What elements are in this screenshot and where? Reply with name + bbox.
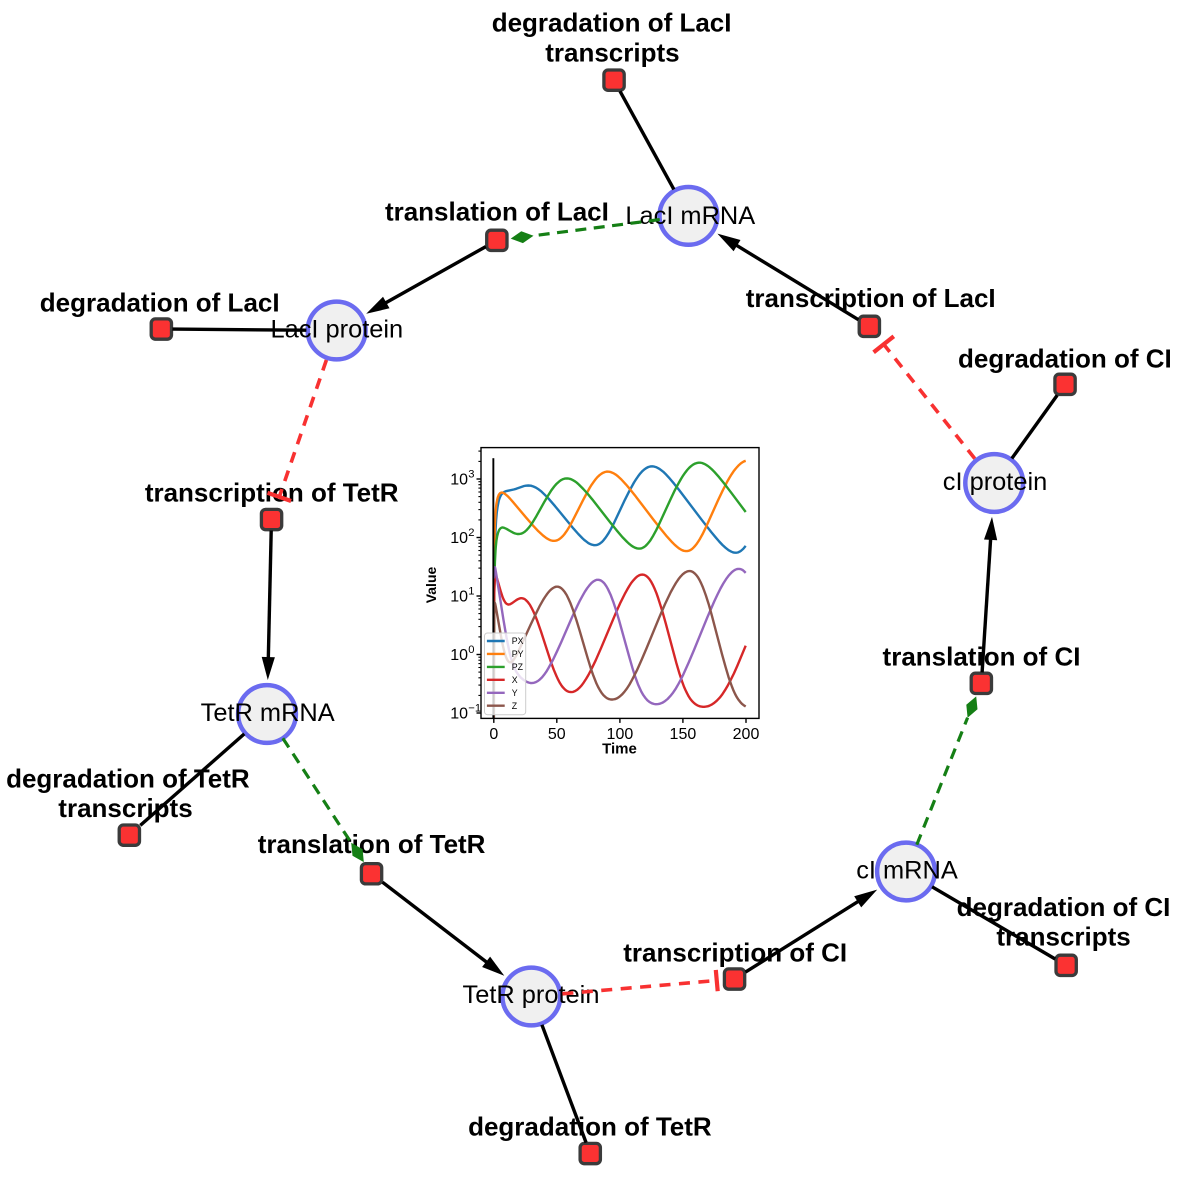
- svg-text:degradation of LacI: degradation of LacI: [40, 287, 280, 317]
- svg-text:PZ: PZ: [512, 662, 524, 672]
- svg-text:degradation of TetR: degradation of TetR: [6, 763, 250, 793]
- svg-text:transcription of CI: transcription of CI: [623, 938, 847, 968]
- svg-text:50: 50: [548, 726, 566, 743]
- svg-text:TetR mRNA: TetR mRNA: [201, 699, 335, 727]
- svg-text:degradation of TetR: degradation of TetR: [468, 1111, 712, 1141]
- svg-text:100: 100: [607, 726, 634, 743]
- svg-text:1: 1: [468, 586, 474, 598]
- svg-text:0: 0: [489, 726, 498, 743]
- svg-text:10: 10: [450, 589, 468, 606]
- svg-text:translation of TetR: translation of TetR: [258, 829, 486, 859]
- svg-text:2: 2: [468, 527, 474, 539]
- svg-text:0: 0: [468, 644, 474, 656]
- svg-text:cI protein: cI protein: [943, 468, 1047, 496]
- svg-text:PX: PX: [512, 636, 524, 646]
- svg-text:−1: −1: [468, 703, 481, 715]
- svg-text:10: 10: [450, 472, 468, 489]
- svg-text:transcription of LacI: transcription of LacI: [746, 283, 996, 313]
- svg-text:10: 10: [450, 530, 468, 547]
- svg-text:3: 3: [468, 469, 474, 481]
- svg-text:150: 150: [670, 726, 697, 743]
- svg-text:degradation of CI: degradation of CI: [957, 892, 1171, 922]
- svg-text:degradation of LacI: degradation of LacI: [492, 7, 732, 37]
- svg-text:Time: Time: [602, 741, 637, 758]
- svg-text:Y: Y: [512, 688, 518, 698]
- svg-text:TetR protein: TetR protein: [463, 981, 600, 1009]
- svg-text:10: 10: [450, 706, 468, 723]
- svg-text:Z: Z: [512, 701, 518, 711]
- svg-text:Value: Value: [423, 567, 439, 604]
- svg-text:translation of LacI: translation of LacI: [385, 197, 609, 227]
- svg-text:LacI mRNA: LacI mRNA: [625, 202, 755, 230]
- svg-text:degradation of CI: degradation of CI: [958, 344, 1172, 374]
- svg-text:X: X: [512, 675, 518, 685]
- svg-text:10: 10: [450, 647, 468, 664]
- svg-text:200: 200: [733, 726, 760, 743]
- svg-text:transcripts: transcripts: [545, 37, 679, 67]
- svg-text:cI mRNA: cI mRNA: [856, 857, 958, 885]
- svg-text:PY: PY: [512, 649, 524, 659]
